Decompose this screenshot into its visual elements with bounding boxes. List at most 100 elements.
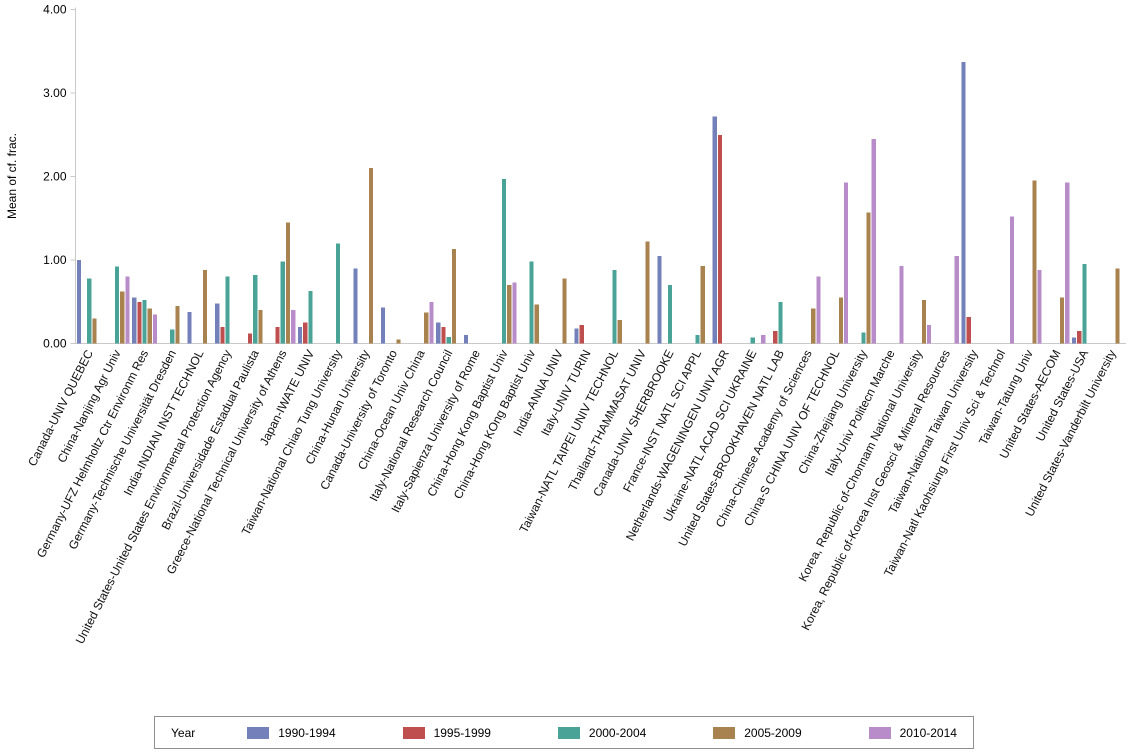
bar-2000-2004 — [308, 290, 313, 344]
bar-2000-2004 — [280, 261, 285, 344]
bar-1995-1999 — [220, 326, 225, 344]
bar-2000-2004 — [778, 301, 783, 344]
y-tick-label: 0.00 — [43, 337, 67, 351]
bar-2010-2014 — [152, 314, 158, 344]
bar-2000-2004 — [529, 261, 534, 344]
bar-2005-2009 — [921, 300, 926, 344]
bar-1995-1999 — [303, 322, 308, 344]
legend-swatch-icon — [247, 726, 270, 739]
bar-1990-1994 — [1072, 337, 1077, 344]
legend-title: Year — [171, 725, 196, 740]
bar-1995-1999 — [275, 326, 280, 344]
bar-2005-2009 — [368, 168, 374, 344]
bar-2005-2009 — [1032, 180, 1037, 344]
bar-1990-1994 — [297, 326, 303, 344]
bar-2000-2004 — [336, 243, 341, 344]
bar-1995-1999 — [247, 333, 253, 344]
bar-2010-2014 — [844, 182, 849, 344]
bar-2005-2009 — [1115, 268, 1120, 344]
bar-2005-2009 — [147, 308, 152, 344]
bar-2005-2009 — [1059, 297, 1065, 344]
bar-2005-2009 — [424, 312, 429, 344]
bar-1990-1994 — [574, 328, 579, 344]
y-axis-title: Mean of cf. frac. — [5, 133, 19, 219]
bar-1990-1994 — [215, 303, 220, 344]
bar-2005-2009 — [838, 297, 844, 344]
bar-2000-2004 — [501, 179, 507, 344]
bar-1990-1994 — [712, 116, 717, 344]
bar-2000-2004 — [446, 336, 451, 344]
bar-2000-2004 — [225, 276, 230, 344]
bar-2010-2014 — [899, 265, 904, 344]
legend-item-label: 2005-2009 — [744, 725, 802, 740]
bar-2005-2009 — [285, 222, 291, 344]
legend-swatch-icon — [402, 726, 425, 739]
bar-2005-2009 — [175, 305, 180, 344]
bar-2005-2009 — [866, 212, 871, 344]
bar-1990-1994 — [132, 297, 137, 344]
bar-2000-2004 — [695, 335, 700, 344]
bar-2000-2004 — [87, 278, 92, 344]
bar-2010-2014 — [512, 282, 517, 344]
bar-2000-2004 — [170, 329, 175, 344]
bar-1990-1994 — [436, 322, 441, 344]
bar-1990-1994 — [187, 311, 192, 344]
legend-item: 1990-1994 — [247, 725, 336, 740]
bar-2000-2004 — [861, 332, 866, 344]
bar-2010-2014 — [1009, 216, 1015, 344]
legend-item-label: 1995-1999 — [433, 725, 491, 740]
legend-item: 2000-2004 — [557, 725, 647, 740]
legend-swatch-icon — [868, 726, 891, 739]
bar-2005-2009 — [396, 339, 401, 344]
bar-2010-2014 — [125, 276, 130, 344]
legend-item-label: 1990-1994 — [278, 725, 336, 740]
bar-2005-2009 — [617, 320, 622, 344]
legend: Year 1990-1994 1995-1999 2000-2004 2005-200… — [154, 716, 974, 749]
bar-1990-1994 — [961, 62, 966, 344]
legend-item: 2005-2009 — [713, 725, 802, 740]
bar-2005-2009 — [92, 318, 97, 344]
legend-item: 1995-1999 — [402, 725, 491, 740]
bar-1995-1999 — [441, 326, 446, 344]
bar-2000-2004 — [114, 266, 120, 344]
bar-2005-2009 — [258, 310, 263, 344]
bar-2010-2014 — [871, 138, 876, 344]
bar-1990-1994 — [76, 260, 82, 344]
bar-2010-2014 — [926, 325, 932, 344]
y-tick-label: 2.00 — [43, 170, 67, 184]
bar-2010-2014 — [1037, 270, 1042, 344]
bar-2000-2004 — [667, 285, 672, 344]
bar-chart-canvas: Mean of cf. frac. 0.001.002.003.004.00Ca… — [5, 3, 1126, 646]
bar-1990-1994 — [463, 335, 469, 344]
legend-swatch-icon — [713, 726, 736, 739]
legend-item-label: 2000-2004 — [588, 725, 647, 740]
bar-2010-2014 — [291, 310, 296, 344]
bar-2010-2014 — [954, 255, 959, 344]
legend-item: 2010-2014 — [868, 725, 957, 740]
bar-2005-2009 — [451, 249, 456, 344]
bar-1990-1994 — [380, 307, 386, 344]
y-tick-label: 3.00 — [43, 86, 67, 100]
bar-1995-1999 — [579, 325, 584, 344]
bar-1995-1999 — [966, 316, 971, 344]
bar-2005-2009 — [534, 304, 539, 344]
bar-1990-1994 — [657, 255, 662, 344]
bar-2000-2004 — [253, 275, 258, 344]
bar-2005-2009 — [202, 270, 208, 344]
bar-2005-2009 — [120, 291, 125, 344]
bar-2000-2004 — [750, 337, 755, 344]
legend-swatch-icon — [557, 726, 580, 739]
bar-1990-1994 — [353, 268, 358, 344]
bar-2005-2009 — [562, 278, 567, 344]
bar-2005-2009 — [700, 265, 705, 344]
bar-2005-2009 — [645, 241, 650, 344]
bar-1995-1999 — [717, 134, 723, 344]
legend-item-label: 2010-2014 — [899, 725, 957, 740]
bar-2010-2014 — [816, 276, 821, 344]
bar-2000-2004 — [142, 300, 147, 344]
legend-items: 1990-1994 1995-1999 2000-2004 2005-2009 2010… — [247, 726, 957, 740]
bar-2005-2009 — [811, 308, 816, 344]
bar-1995-1999 — [1077, 330, 1082, 344]
y-tick-label: 1.00 — [43, 253, 67, 267]
